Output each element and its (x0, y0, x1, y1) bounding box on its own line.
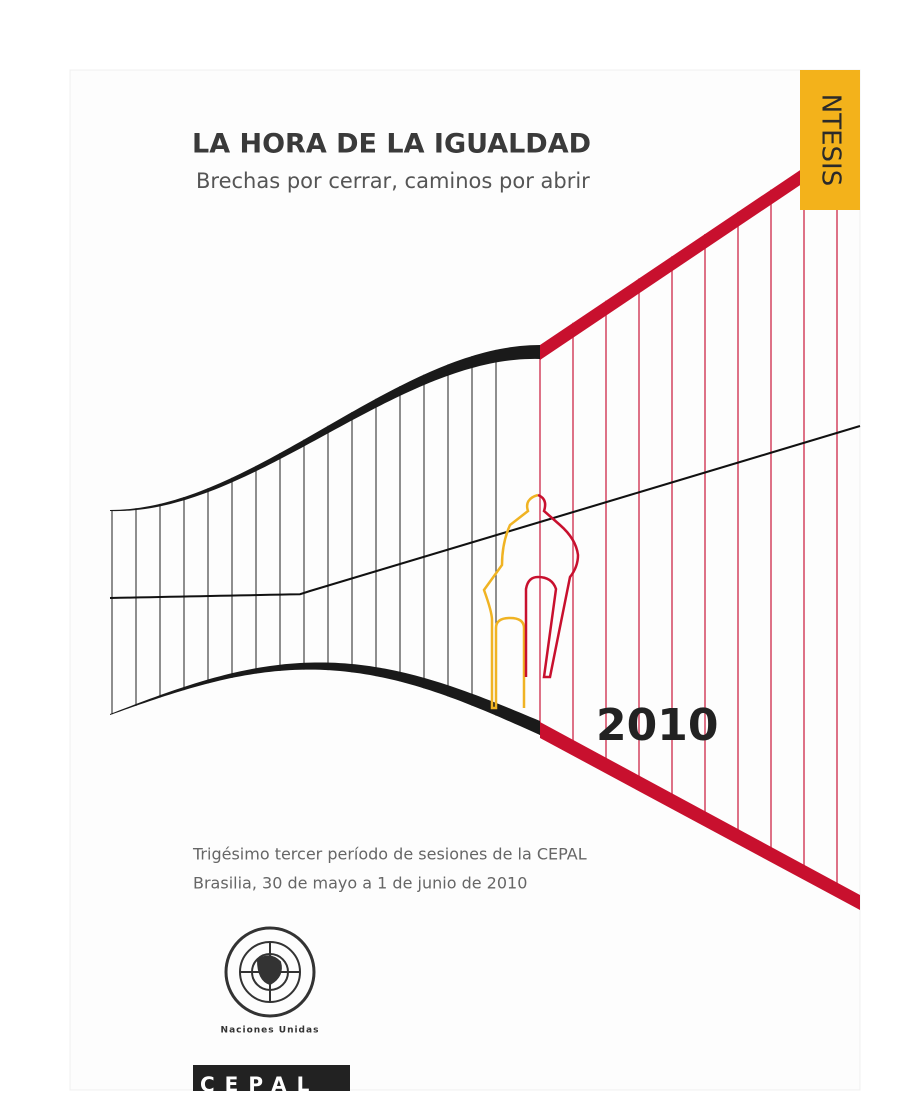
session: Trigésimo tercer período de sesiones de … (192, 845, 587, 864)
place-date: Brasilia, 30 de mayo a 1 de junio de 201… (193, 874, 527, 893)
artwork (109, 145, 861, 910)
cover-panel (69, 69, 861, 1091)
figure-yellow (482, 493, 539, 710)
bottom-mask (0, 1091, 900, 1111)
top-red (540, 150, 830, 360)
title: LA HORA DE LA IGUALDAD (192, 129, 591, 160)
subtitle: Brechas por cerrar, caminos por abrir (196, 169, 590, 193)
tab (800, 70, 860, 210)
year: 2010 (596, 700, 718, 751)
bottom-red (540, 722, 860, 910)
figure-red (524, 493, 580, 679)
bottom-curve (110, 662, 540, 735)
middle-line (109, 425, 861, 599)
top-curve (110, 345, 540, 512)
tab-text: NTESIS (816, 94, 846, 186)
un-label: Naciones Unidas (221, 1026, 320, 1036)
publisher-bar (193, 1065, 350, 1091)
un-emblem (224, 926, 316, 1018)
